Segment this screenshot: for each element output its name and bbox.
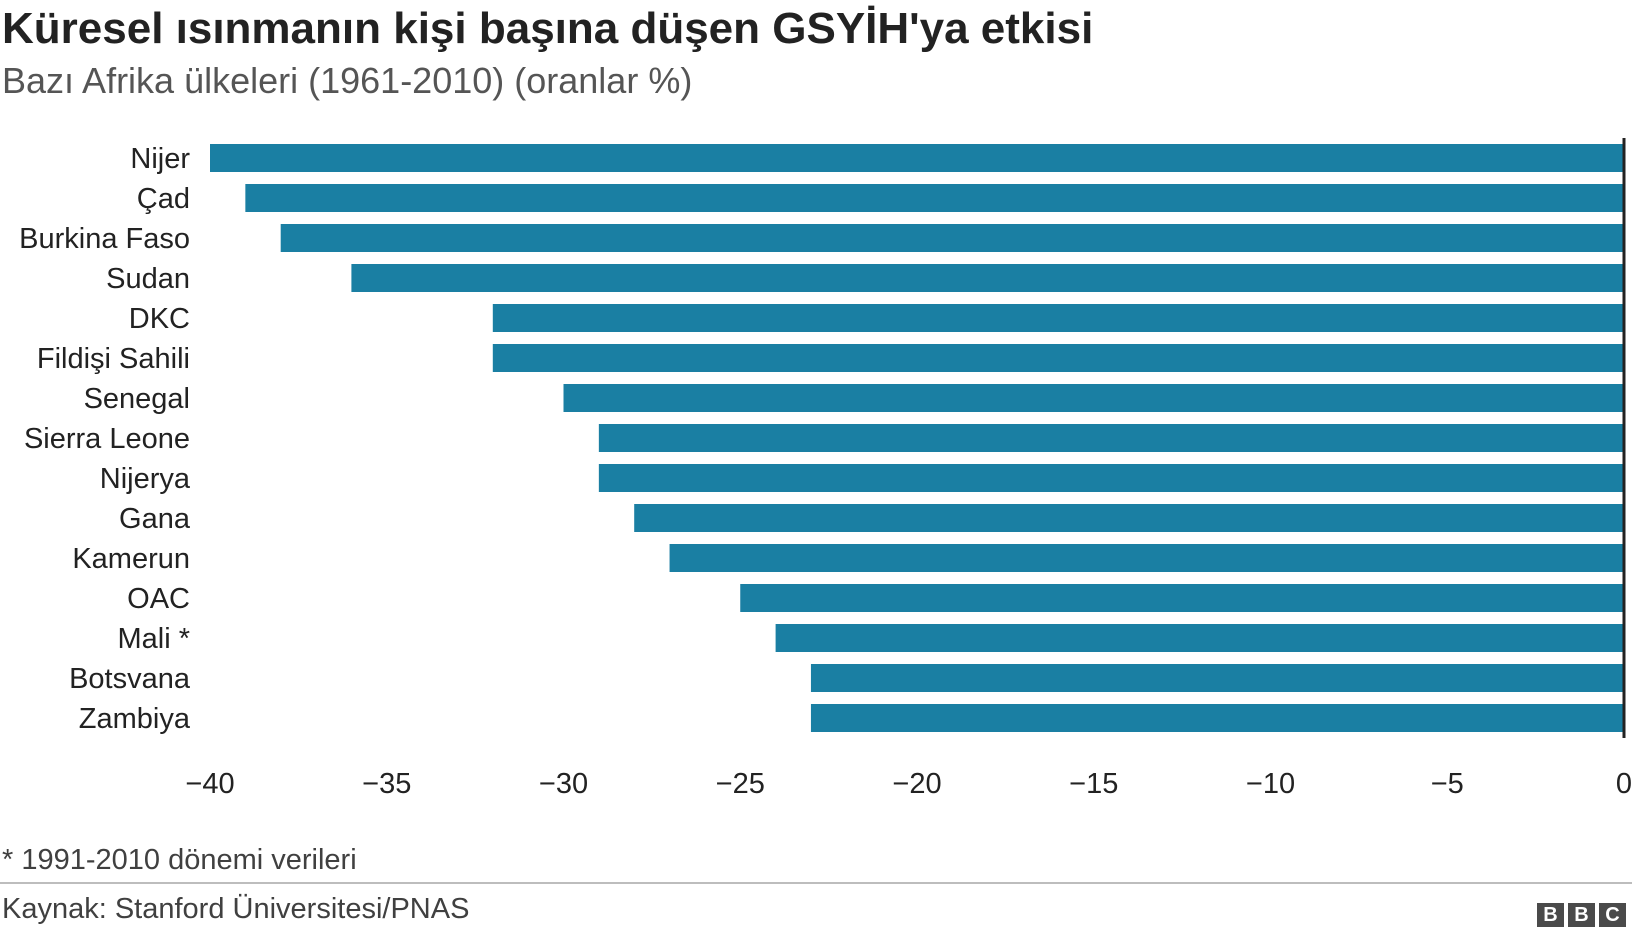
bar bbox=[245, 184, 1625, 212]
bar bbox=[669, 544, 1624, 572]
x-tick-label: −5 bbox=[1431, 768, 1464, 800]
category-label: Burkina Faso bbox=[19, 223, 190, 255]
bar bbox=[351, 264, 1624, 292]
bar-chart: Nijer Çad Burkina Faso Sudan DKC Fildişi Sahi… bbox=[19, 138, 1632, 800]
category-label: OAC bbox=[127, 583, 190, 615]
bar bbox=[492, 304, 1624, 332]
logo-letter: C bbox=[1599, 903, 1626, 927]
bar bbox=[280, 224, 1625, 252]
bar bbox=[492, 344, 1624, 372]
category-label: Fildişi Sahili bbox=[37, 343, 190, 375]
chart-title: Küresel ısınmanın kişi başına düşen GSYİ… bbox=[2, 4, 1094, 53]
bar bbox=[634, 504, 1624, 532]
x-tick-label: −20 bbox=[892, 768, 941, 800]
bar bbox=[563, 384, 1624, 412]
category-label: Sudan bbox=[106, 263, 190, 295]
category-label: Botsvana bbox=[69, 663, 191, 695]
bar bbox=[810, 664, 1624, 692]
category-label: Gana bbox=[119, 503, 191, 535]
category-label: Senegal bbox=[84, 383, 190, 415]
footnote: * 1991-2010 dönemi verileri bbox=[2, 844, 357, 876]
category-label: Nijerya bbox=[100, 463, 191, 495]
bar bbox=[598, 424, 1624, 452]
x-tick-label: −40 bbox=[185, 768, 234, 800]
category-label: Sierra Leone bbox=[24, 423, 190, 455]
category-label: Çad bbox=[137, 183, 190, 215]
category-label: Zambiya bbox=[79, 703, 191, 735]
x-tick-label: −35 bbox=[362, 768, 411, 800]
category-label: Nijer bbox=[130, 143, 190, 175]
category-label: Kamerun bbox=[72, 543, 190, 575]
x-tick-label: −10 bbox=[1246, 768, 1295, 800]
bar bbox=[598, 464, 1624, 492]
footer-divider bbox=[0, 882, 1632, 884]
x-tick-label: −25 bbox=[716, 768, 765, 800]
bar bbox=[210, 144, 1624, 172]
bar bbox=[740, 584, 1624, 612]
x-tick-label: 0 bbox=[1616, 768, 1632, 800]
x-tick-label: −15 bbox=[1069, 768, 1118, 800]
chart-subtitle: Bazı Afrika ülkeleri (1961-2010) (oranla… bbox=[2, 60, 693, 101]
x-tick-label: −30 bbox=[539, 768, 588, 800]
bar bbox=[775, 624, 1624, 652]
logo-letter: B bbox=[1568, 903, 1595, 927]
source-text: Kaynak: Stanford Üniversitesi/PNAS bbox=[2, 893, 470, 925]
category-label: Mali * bbox=[117, 623, 190, 655]
category-label: DKC bbox=[129, 303, 190, 335]
bar bbox=[810, 704, 1624, 732]
bbc-logo: B B C bbox=[1537, 903, 1626, 927]
logo-letter: B bbox=[1537, 903, 1564, 927]
